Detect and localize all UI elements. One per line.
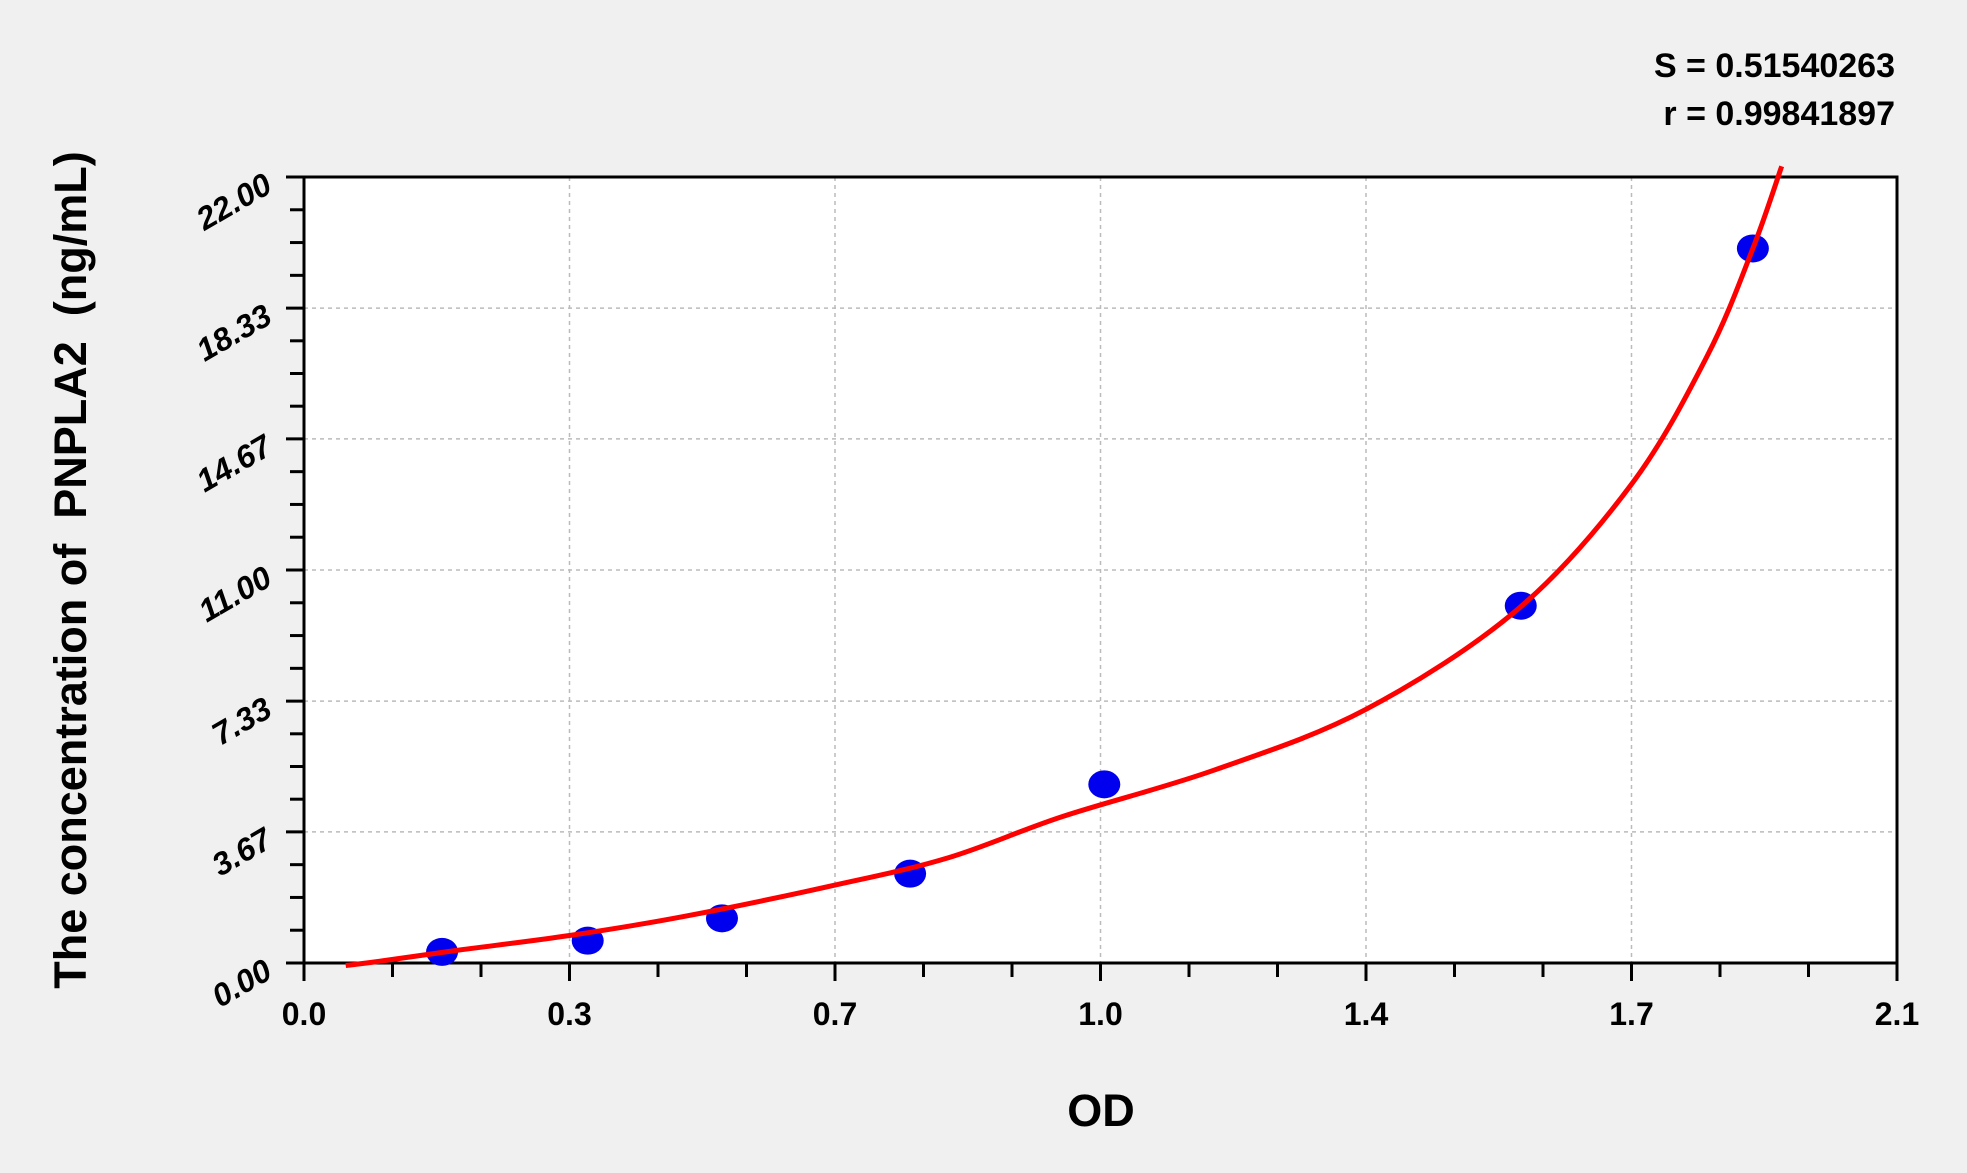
x-tick-label: 2.1 [1875,996,1919,1032]
x-tick-label: 0.3 [547,996,591,1032]
fit-curve [345,165,1785,968]
plot-frame [302,175,1899,965]
y-axis-label: The concentration of PNPLA2 (ng/mL) [45,151,96,989]
x-tick-label: 1.7 [1609,996,1653,1032]
grid [304,177,1897,963]
y-tick-label: 7.33 [206,690,278,752]
x-axis-label: OD [1067,1085,1135,1136]
y-tick-labels: 0.00 3.67 7.33 11.00 14.67 18.33 22.00 [189,166,279,1014]
y-tick-label: 11.00 [192,559,277,629]
x-tick-label: 1.0 [1078,996,1122,1032]
x-tick-label: 1.4 [1344,996,1389,1032]
x-tick-label: 0.7 [813,996,857,1032]
annotation-s: S = 0.51540263 [1654,47,1895,85]
y-tick-label: 22.00 [189,166,277,238]
data-marks [345,165,1785,968]
ticks [286,175,1899,981]
annotation-r: r = 0.99841897 [1663,95,1895,133]
y-tick-label: 0.00 [206,952,278,1014]
y-tick-label: 14.67 [190,427,279,499]
x-tick-label: 0.0 [282,996,326,1032]
data-point [1088,770,1121,799]
y-tick-label: 3.67 [206,820,280,883]
x-tick-labels: 0.0 0.3 0.7 1.0 1.4 1.7 2.1 [282,996,1919,1032]
y-tick-label: 18.33 [190,297,278,368]
